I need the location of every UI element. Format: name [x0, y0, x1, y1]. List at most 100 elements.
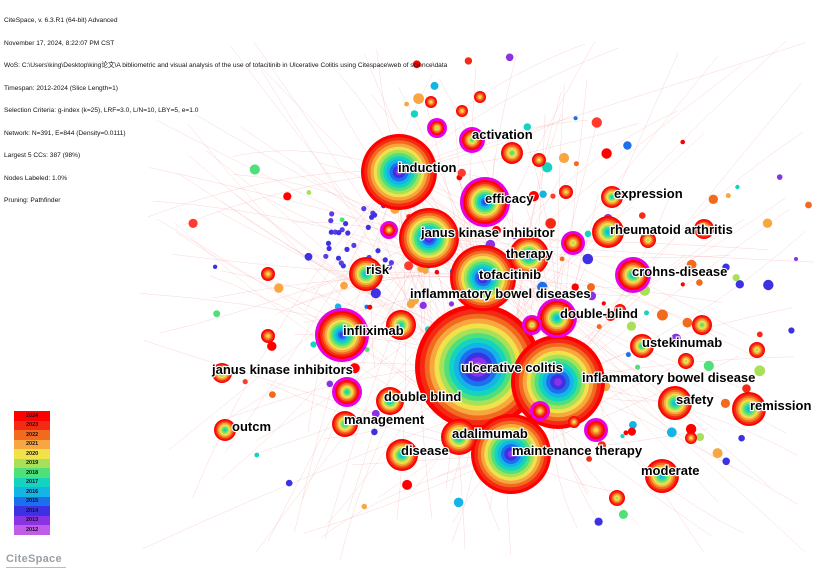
keyword-node-small[interactable] — [685, 423, 697, 435]
keyword-node-small[interactable] — [340, 281, 348, 290]
keyword-node-small[interactable] — [735, 184, 740, 190]
keyword-node-small[interactable] — [686, 259, 697, 270]
label-double-blind-hyphen[interactable]: double-blind — [559, 305, 639, 322]
keyword-node[interactable] — [261, 267, 275, 281]
keyword-node-small[interactable] — [754, 365, 766, 377]
keyword-node-small[interactable] — [644, 310, 649, 316]
keyword-node-small[interactable] — [742, 384, 751, 393]
keyword-node[interactable] — [460, 177, 510, 227]
keyword-node[interactable] — [349, 257, 383, 291]
keyword-node-small[interactable] — [375, 248, 381, 254]
keyword-node-small[interactable] — [523, 123, 531, 131]
keyword-node-small[interactable] — [626, 321, 637, 331]
keyword-node-small[interactable] — [351, 242, 357, 248]
keyword-node[interactable] — [376, 387, 404, 415]
keyword-node[interactable] — [615, 257, 651, 293]
keyword-node-small[interactable] — [573, 161, 579, 167]
keyword-node[interactable] — [399, 208, 459, 268]
keyword-node-small[interactable] — [365, 224, 371, 230]
label-ulcerative-colitis[interactable]: ulcerative colitis — [460, 359, 564, 376]
keyword-node[interactable] — [456, 105, 468, 117]
keyword-node-small[interactable] — [434, 269, 440, 275]
keyword-node-small[interactable] — [542, 162, 553, 173]
keyword-node-small[interactable] — [712, 448, 723, 459]
keyword-node-small[interactable] — [249, 164, 260, 175]
keyword-node[interactable] — [501, 142, 523, 164]
keyword-node[interactable] — [561, 231, 585, 255]
keyword-node-small[interactable] — [361, 206, 367, 212]
keyword-node-small[interactable] — [339, 217, 345, 223]
label-janus-kinase-inhibitor[interactable]: janus kinase inhibitor — [419, 224, 556, 241]
keyword-node-small[interactable] — [306, 190, 312, 195]
keyword-node[interactable] — [471, 414, 551, 494]
keyword-node-small[interactable] — [242, 379, 248, 385]
keyword-node-small[interactable] — [671, 333, 681, 344]
keyword-node-small[interactable] — [212, 264, 218, 269]
keyword-node[interactable] — [386, 310, 416, 340]
keyword-node-small[interactable] — [732, 274, 740, 282]
keyword-node-small[interactable] — [310, 341, 317, 348]
keyword-node-small[interactable] — [605, 310, 616, 321]
keyword-node-small[interactable] — [537, 281, 548, 293]
label-inflammatory-bowel-diseases[interactable]: inflammatory bowel diseases — [409, 285, 592, 302]
label-safety[interactable]: safety — [675, 391, 716, 408]
keyword-node-small[interactable] — [505, 53, 514, 62]
label-tofacitinib[interactable]: tofacitinib — [478, 266, 542, 283]
keyword-node[interactable] — [568, 416, 580, 428]
label-induction[interactable]: induction — [397, 159, 458, 176]
keyword-node-small[interactable] — [323, 253, 329, 259]
keyword-node[interactable] — [559, 185, 573, 199]
keyword-node-small[interactable] — [639, 212, 646, 219]
keyword-node-small[interactable] — [492, 225, 501, 235]
label-inflammatory-bowel-disease[interactable]: inflammatory bowel disease — [581, 369, 757, 386]
keyword-node-small[interactable] — [656, 309, 668, 321]
keyword-node-small[interactable] — [625, 352, 631, 358]
keyword-node-small[interactable] — [335, 255, 342, 261]
label-remission[interactable]: remission — [749, 397, 813, 414]
keyword-node[interactable] — [537, 298, 577, 338]
keyword-node-small[interactable] — [682, 317, 693, 328]
keyword-node-small[interactable] — [601, 301, 606, 306]
keyword-node-small[interactable] — [453, 497, 464, 508]
keyword-node-small[interactable] — [419, 301, 427, 309]
keyword-node[interactable] — [261, 329, 275, 343]
keyword-node[interactable] — [427, 118, 447, 138]
keyword-node-small[interactable] — [367, 304, 373, 310]
keyword-node-small[interactable] — [680, 139, 685, 145]
keyword-node-small[interactable] — [696, 279, 703, 286]
label-adalimumab[interactable]: adalimumab — [451, 425, 529, 442]
keyword-node[interactable] — [459, 127, 485, 153]
label-maintenance-therapy[interactable]: maintenance therapy — [511, 442, 644, 459]
keyword-node-small[interactable] — [587, 291, 597, 301]
keyword-node[interactable] — [694, 219, 714, 239]
keyword-node-small[interactable] — [343, 221, 349, 227]
keyword-node-small[interactable] — [339, 227, 345, 233]
keyword-node-small[interactable] — [325, 240, 332, 246]
keyword-node-small[interactable] — [430, 81, 439, 90]
keyword-node[interactable] — [601, 186, 623, 208]
keyword-node-small[interactable] — [304, 252, 313, 261]
keyword-node-small[interactable] — [404, 261, 414, 271]
keyword-node-small[interactable] — [545, 218, 556, 229]
keyword-node-small[interactable] — [269, 391, 276, 398]
keyword-node-small[interactable] — [550, 193, 556, 199]
keyword-node[interactable] — [386, 439, 418, 471]
label-disease[interactable]: disease — [400, 442, 450, 459]
keyword-node-small[interactable] — [457, 168, 466, 177]
keyword-node-small[interactable] — [763, 279, 774, 291]
keyword-node-small[interactable] — [735, 280, 744, 289]
keyword-node[interactable] — [361, 134, 437, 210]
keyword-node-small[interactable] — [571, 283, 579, 291]
keyword-node-small[interactable] — [422, 267, 429, 275]
keyword-node-small[interactable] — [703, 360, 714, 371]
keyword-node-small[interactable] — [361, 503, 367, 510]
label-risk[interactable]: risk — [365, 261, 391, 278]
keyword-node-small[interactable] — [573, 116, 578, 121]
keyword-node-small[interactable] — [635, 364, 641, 370]
keyword-node-small[interactable] — [762, 218, 773, 228]
keyword-node-small[interactable] — [720, 398, 731, 408]
keyword-node-small[interactable] — [388, 260, 394, 266]
keyword-node[interactable] — [658, 386, 692, 420]
keyword-node-small[interactable] — [370, 288, 381, 299]
keyword-node-small[interactable] — [528, 191, 539, 202]
